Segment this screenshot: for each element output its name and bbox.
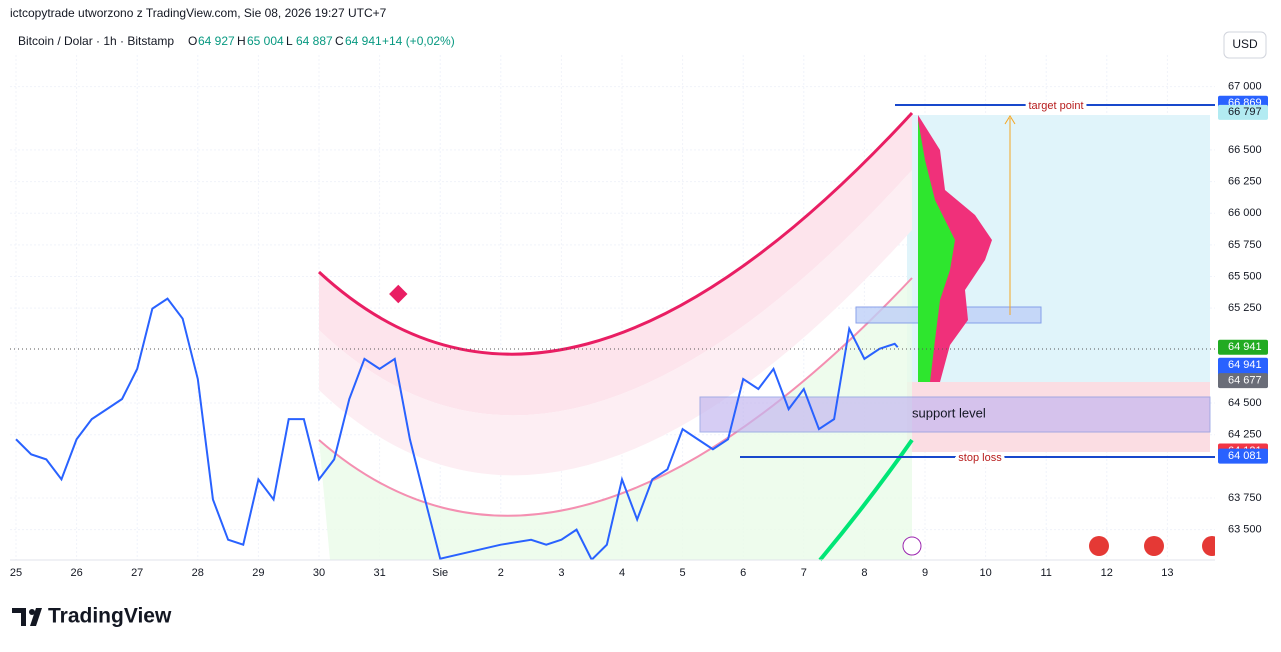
price-badge xyxy=(1218,339,1268,355)
x-tick-label: 27 xyxy=(131,567,143,579)
x-tick-label: 26 xyxy=(70,567,82,579)
x-tick-label: 25 xyxy=(10,567,22,579)
y-tick-label: 63 500 xyxy=(1228,524,1262,536)
event-flag xyxy=(1144,536,1164,556)
support-box xyxy=(699,396,1211,433)
x-tick-label: 4 xyxy=(619,567,625,579)
symbol: Bitcoin / Dolar · 1h · Bitstamp xyxy=(18,34,174,48)
y-tick-label: 66 250 xyxy=(1228,175,1262,187)
change: +14 (+0,02%) xyxy=(382,34,455,48)
currency[interactable]: USD xyxy=(1232,37,1258,51)
ohlc-value: 65 004 xyxy=(247,34,284,48)
ohlc-key: H xyxy=(237,34,246,48)
y-tick-label: 67 000 xyxy=(1228,81,1262,93)
x-tick-label: 31 xyxy=(373,567,385,579)
price-badge xyxy=(1218,448,1268,464)
ohlc-value: 64 941 xyxy=(345,34,382,48)
marker xyxy=(389,284,408,304)
x-tick-label: 3 xyxy=(558,567,564,579)
x-tick-label: 2 xyxy=(498,567,504,579)
stop-label: stop loss xyxy=(958,452,1002,464)
x-tick-label: 10 xyxy=(979,567,991,579)
y-tick-label: 64 500 xyxy=(1228,397,1262,409)
arc-bottom xyxy=(318,277,913,517)
price-badge-label: 66 797 xyxy=(1228,106,1262,118)
volume-profile xyxy=(918,115,992,382)
price-badge-label: 64 081 xyxy=(1228,450,1262,462)
x-tick-label: 7 xyxy=(801,567,807,579)
price-badge-label: 64 677 xyxy=(1228,375,1262,387)
green-band xyxy=(319,278,912,560)
x-tick-label: 8 xyxy=(861,567,867,579)
x-tick-label: Sie xyxy=(432,567,448,579)
price-badge xyxy=(1218,104,1268,120)
y-tick-label: 66 000 xyxy=(1228,207,1262,219)
x-tick-label: 29 xyxy=(252,567,264,579)
drawings xyxy=(317,104,1222,562)
y-tick-label: 65 500 xyxy=(1228,270,1262,282)
price-plot xyxy=(15,297,899,560)
price-badge xyxy=(1218,373,1268,389)
x-tick-label: 9 xyxy=(922,567,928,579)
price-badge-label: 64 941 xyxy=(1228,359,1262,371)
event-flag xyxy=(1089,536,1109,556)
ohlc: O 64 927 H 65 004 L 64 887 C 64 941 +14 (+0,02%) xyxy=(188,34,455,48)
y-tick-label: 66 500 xyxy=(1228,144,1262,156)
x-tick-label: 13 xyxy=(1161,567,1173,579)
arc-band xyxy=(319,170,912,476)
y-tick-label: 65 250 xyxy=(1228,302,1262,314)
price-axis-bg xyxy=(1215,55,1281,585)
support-label: support level xyxy=(912,405,986,420)
brand: TradingView xyxy=(12,605,172,628)
event-icon xyxy=(902,536,922,556)
x-tick-label: 11 xyxy=(1040,567,1051,579)
y-tick-label: 64 250 xyxy=(1228,429,1262,441)
y-tick-label: 65 750 xyxy=(1228,239,1262,251)
ohlc-key: L xyxy=(286,34,293,48)
arrow xyxy=(1004,115,1016,315)
y-tick-label: 63 750 xyxy=(1228,492,1262,504)
ohlc-value: 64 927 xyxy=(198,34,235,48)
x-tick-label: 6 xyxy=(740,567,746,579)
price-badge-label: 64 941 xyxy=(1228,341,1262,353)
ohlc-key: C xyxy=(335,34,344,48)
x-tick-label: 28 xyxy=(192,567,204,579)
ohlc-value: 64 887 xyxy=(296,34,333,48)
arc-band xyxy=(319,113,912,416)
x-tick-label: 5 xyxy=(680,567,686,579)
x-tick-label: 30 xyxy=(313,567,325,579)
arc-top xyxy=(317,111,914,356)
brand-text: TradingView xyxy=(48,605,172,628)
currency-button[interactable] xyxy=(1223,31,1267,59)
green-edge xyxy=(818,438,914,562)
ohlc-key: O xyxy=(188,34,197,48)
price-line xyxy=(15,297,899,560)
target-label: target point xyxy=(1028,100,1083,112)
credit: ictcopytrade utworzono z TradingView.com… xyxy=(10,6,387,20)
x-tick-label: 12 xyxy=(1101,567,1113,579)
